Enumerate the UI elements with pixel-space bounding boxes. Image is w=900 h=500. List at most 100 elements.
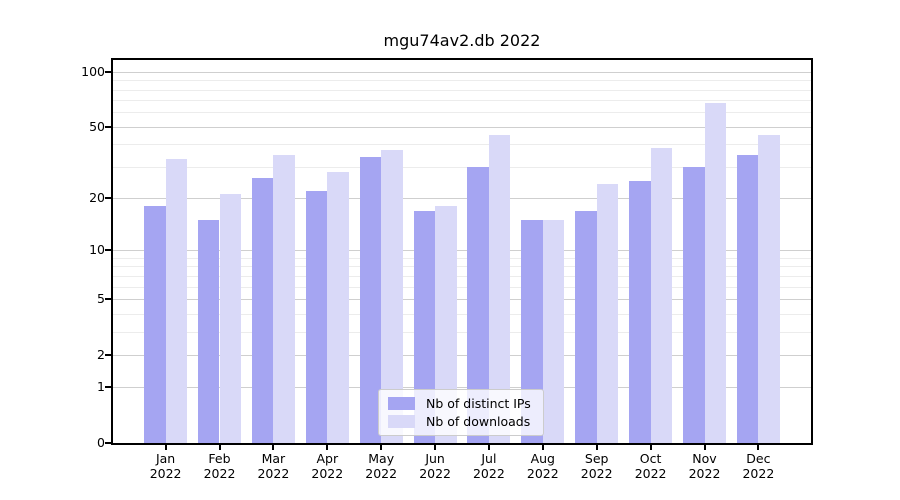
x-tick-month: Jan <box>155 451 176 466</box>
gridline-major-10 <box>113 250 811 252</box>
gridline-minor-60 <box>113 112 811 114</box>
gridline-major-100 <box>113 71 811 73</box>
x-tick-mark-feb <box>218 445 221 450</box>
bar-nb-of-distinct-ips-feb <box>197 220 220 443</box>
gridline-minor-40 <box>113 144 811 146</box>
x-tick-label-jun: Jun 2022 <box>400 451 470 481</box>
bar-nb-of-distinct-ips-jan <box>144 206 166 443</box>
bar-nb-of-distinct-ips-jun <box>413 210 436 443</box>
y-tick-label-5: 5 <box>97 290 105 306</box>
bar-nb-of-downloads-jan <box>165 159 188 443</box>
legend-row-nb-of-downloads: Nb of downloads <box>388 413 535 431</box>
x-tick-month: Jun <box>425 451 445 466</box>
y-tick-mark-2 <box>105 353 111 356</box>
y-tick-label-100: 100 <box>81 63 105 79</box>
bar-nb-of-downloads-may <box>381 150 403 443</box>
x-tick-mark-aug <box>541 445 544 450</box>
x-tick-label-jan: Jan 2022 <box>131 451 201 481</box>
x-tick-month: Nov <box>692 451 717 466</box>
bar-nb-of-downloads-nov <box>704 102 727 443</box>
gridline-minor-6 <box>113 286 811 288</box>
bar-nb-of-distinct-ips-apr <box>305 190 328 443</box>
gridline-minor-4 <box>113 313 811 315</box>
y-tick-label-20: 20 <box>89 189 105 205</box>
x-tick-mark-oct <box>649 445 652 450</box>
gridline-major-2 <box>113 354 811 356</box>
x-tick-year: 2022 <box>311 466 344 481</box>
legend-row-nb-of-distinct-ips: Nb of distinct IPs <box>388 395 535 413</box>
bar-nb-of-distinct-ips-may <box>359 157 382 443</box>
bar-nb-of-downloads-apr <box>327 172 349 443</box>
x-tick-label-nov: Nov 2022 <box>670 451 740 481</box>
gridline-major-50 <box>113 126 811 128</box>
bar-nb-of-downloads-aug <box>542 220 565 443</box>
x-tick-mark-mar <box>272 445 275 450</box>
x-tick-year: 2022 <box>419 466 451 481</box>
legend-swatch-nb-of-distinct-ips <box>388 397 415 411</box>
bar-nb-of-distinct-ips-oct <box>629 181 651 443</box>
x-tick-year: 2022 <box>472 466 505 481</box>
x-tick-label-sep: Sep 2022 <box>562 451 632 481</box>
y-tick-mark-10 <box>105 249 111 252</box>
y-tick-label-1: 1 <box>97 379 105 395</box>
bar-nb-of-distinct-ips-dec <box>736 154 759 443</box>
x-tick-mark-dec <box>757 445 760 450</box>
x-tick-year: 2022 <box>149 466 182 481</box>
gridline-minor-80 <box>113 89 811 91</box>
y-tick-label-50: 50 <box>89 118 105 134</box>
gridline-minor-3 <box>113 331 811 333</box>
gridline-minor-9 <box>113 257 811 259</box>
y-tick-mark-5 <box>105 297 111 300</box>
x-tick-mark-apr <box>326 445 329 450</box>
gridline-minor-8 <box>113 266 811 268</box>
x-tick-mark-nov <box>703 445 706 450</box>
y-tick-mark-0 <box>105 442 111 444</box>
gridline-minor-70 <box>113 100 811 102</box>
gridline-major-5 <box>113 298 811 300</box>
legend: Nb of distinct IPs Nb of downloads <box>378 389 544 436</box>
x-tick-year: 2022 <box>742 466 775 481</box>
x-tick-year: 2022 <box>257 466 290 481</box>
x-tick-label-jul: Jul 2022 <box>454 451 524 481</box>
bar-nb-of-downloads-jun <box>435 206 457 443</box>
legend-swatch-nb-of-downloads <box>388 414 415 428</box>
bar-nb-of-downloads-sep <box>596 184 619 443</box>
bar-nb-of-downloads-mar <box>273 154 295 443</box>
x-tick-month: Aug <box>530 451 555 466</box>
x-tick-month: Dec <box>746 451 771 466</box>
x-tick-month: Apr <box>316 451 339 466</box>
gridline-major-1 <box>113 387 811 389</box>
x-tick-mark-jan <box>164 445 167 450</box>
bar-nb-of-downloads-feb <box>219 194 242 443</box>
gridline-minor-30 <box>113 166 811 168</box>
x-tick-year: 2022 <box>688 466 721 481</box>
x-tick-mark-jul <box>487 445 490 450</box>
x-tick-year: 2022 <box>526 466 559 481</box>
chart-title: mgu74av2.db 2022 <box>383 31 541 50</box>
x-tick-label-mar: Mar 2022 <box>238 451 308 481</box>
x-tick-label-may: May 2022 <box>346 451 416 481</box>
x-tick-mark-may <box>380 445 383 450</box>
x-tick-label-dec: Dec 2022 <box>723 451 793 481</box>
bar-nb-of-downloads-oct <box>650 148 673 443</box>
x-tick-label-aug: Aug 2022 <box>508 451 578 481</box>
x-tick-label-feb: Feb 2022 <box>185 451 255 481</box>
x-tick-month: Oct <box>639 451 662 466</box>
y-tick-label-0: 0 <box>97 434 105 450</box>
x-tick-label-oct: Oct 2022 <box>616 451 686 481</box>
y-tick-label-2: 2 <box>97 346 105 362</box>
plot-area <box>111 58 813 445</box>
x-tick-month: Mar <box>261 451 286 466</box>
x-tick-year: 2022 <box>580 466 613 481</box>
bar-nb-of-distinct-ips-mar <box>251 177 274 443</box>
bar-nb-of-distinct-ips-nov <box>683 166 705 443</box>
x-tick-year: 2022 <box>634 466 667 481</box>
x-tick-month: Jul <box>481 451 497 466</box>
gridline-major-20 <box>113 198 811 200</box>
bar-nb-of-distinct-ips-aug <box>521 220 543 443</box>
legend-label-nb-of-downloads: Nb of downloads <box>426 413 531 429</box>
y-tick-mark-20 <box>105 197 111 200</box>
y-tick-mark-1 <box>105 386 111 389</box>
gridline-minor-90 <box>113 80 811 82</box>
